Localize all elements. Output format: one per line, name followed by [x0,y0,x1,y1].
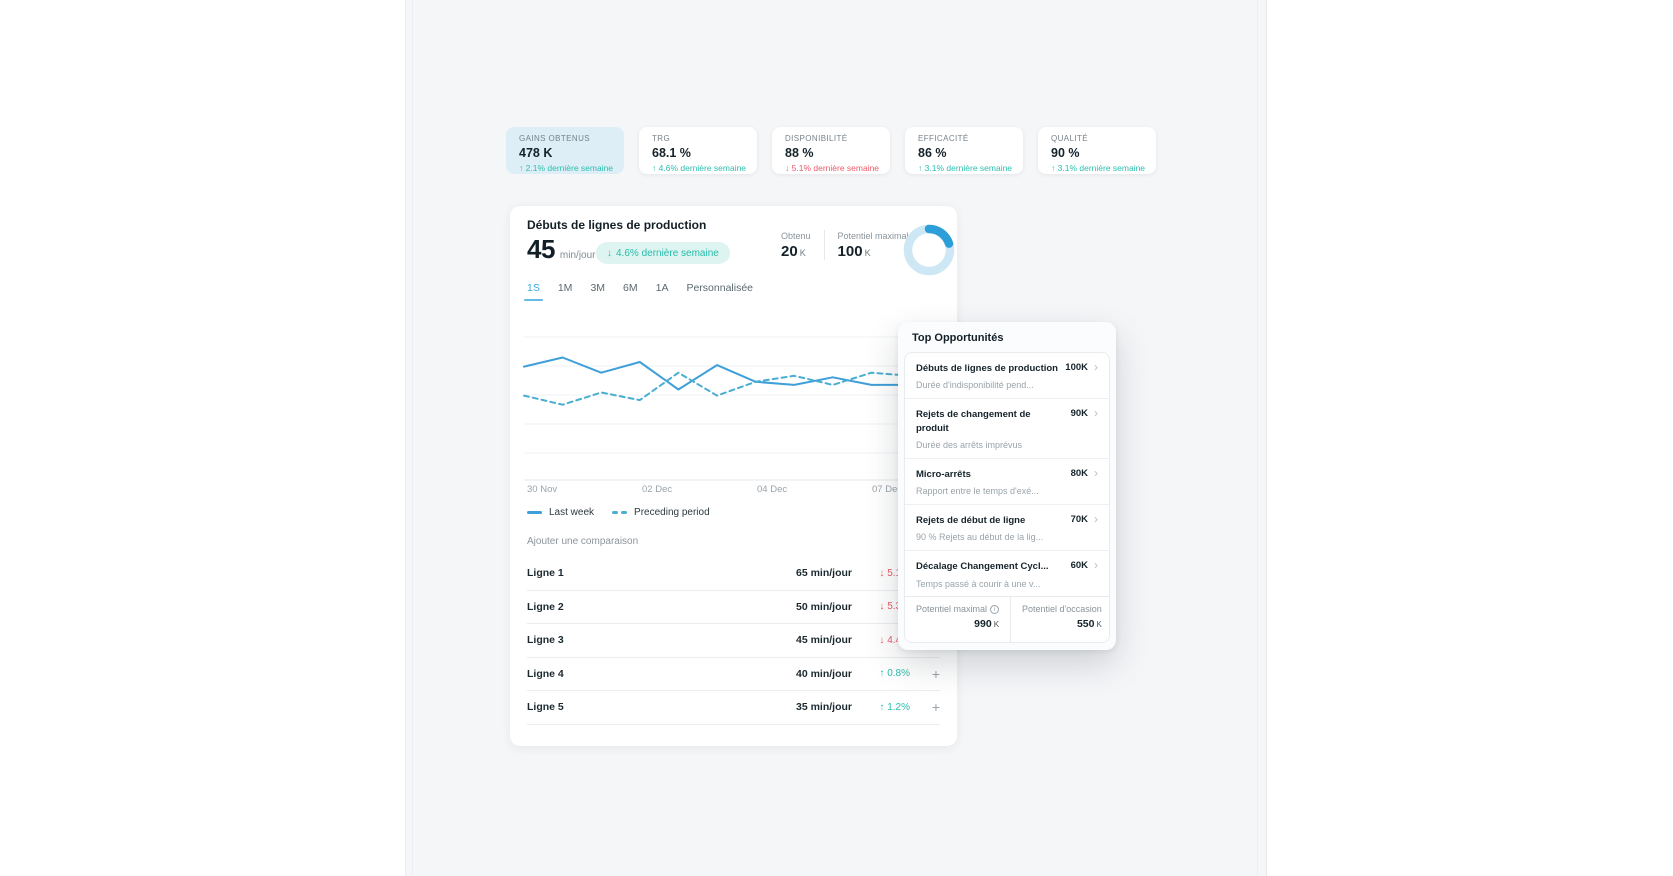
card-title: Débuts de lignes de production [527,218,707,232]
trend-down-icon: ↓ [785,163,790,173]
add-comparison-link[interactable]: Ajouter une comparaison [527,536,639,547]
top-opportunities-popup: Top Opportunités Débuts de lignes de pro… [898,322,1116,650]
chevron-right-icon: › [1094,465,1098,480]
x-axis-tick: 04 Dec [757,484,788,495]
chevron-right-icon: › [1094,406,1098,421]
tab-personnalisee[interactable]: Personnalisée [686,282,754,294]
tab-3m[interactable]: 3M [590,282,606,294]
popup-footer: Potentiel maximal i 990 K Potentiel d'occ… [905,596,1109,642]
kpi-card-row: GAINS OBTENUS 478 K ↑ 2.1% dernière sema… [506,127,1156,174]
kpi-label: GAINS OBTENUS [519,134,590,143]
solid-line-swatch [527,511,542,514]
trend-down-icon: ↓ [879,567,885,579]
kpi-value: 68.1 % [652,146,691,160]
kpi-delta: ↑ 4.6% dernière semaine [652,163,747,173]
kpi-card-trg[interactable]: TRG 68.1 % ↑ 4.6% dernière semaine [639,127,757,174]
opportunity-item-rejets-changement[interactable]: Rejets de changement de produit 90K › Du… [905,399,1109,459]
obtained-stat: Obtenu 20 K [781,230,811,260]
kpi-delta: ↑ 3.1% dernière semaine [1051,163,1146,173]
legend-preceding-period: Preceding period [612,507,710,518]
chevron-right-icon: › [1094,512,1098,527]
panel-left-edge-line [412,0,413,876]
kpi-label: EFFICACITÉ [918,134,969,143]
chart-legend: Last week Preceding period [527,507,710,518]
kpi-value: 478 K [519,146,553,160]
trend-up-icon: ↑ [879,701,885,713]
kpi-delta: ↑ 2.1% dernière semaine [519,163,614,173]
headline-metric: 45 min/jour [527,234,596,265]
trend-down-icon: ↓ [879,601,885,613]
table-row-ligne-4: Ligne 4 40 min/jour ↑ 0.8% + [527,658,940,691]
popup-title: Top Opportunités [912,332,1004,344]
chevron-right-icon: › [1094,558,1098,573]
kpi-value: 90 % [1051,146,1080,160]
potential-stat: Potentiel maximal 100 K [837,230,909,260]
kpi-card-efficacite[interactable]: EFFICACITÉ 86 % ↑ 3.1% dernière semaine [905,127,1023,174]
kpi-label: TRG [652,134,671,143]
trend-up-icon: ↑ [519,163,524,173]
chevron-right-icon: › [1094,360,1098,374]
trend-down-icon: ↓ [879,634,885,646]
potentiel-maximal-total: Potentiel maximal i 990 K [916,604,1000,630]
add-icon[interactable]: + [931,699,940,716]
dashed-line-swatch [612,511,628,514]
headline-unit: min/jour [559,250,596,261]
x-axis-tick: 30 Nov [527,484,558,495]
table-row-ligne-3: Ligne 3 45 min/jour ↓ 4.4% + [527,624,940,658]
period-tabs: 1S 1M 3M 6M 1A Personnalisée [524,282,754,301]
kpi-label: QUALITÉ [1051,134,1089,143]
tab-1a[interactable]: 1A [655,282,669,294]
opportunities-list: Débuts de lignes de production 100K › Du… [904,352,1110,643]
table-row-ligne-1: Ligne 1 65 min/jour ↓ 5.1% + [527,557,940,591]
kpi-delta: ↓ 5.1% dernière semaine [785,163,880,173]
trend-down-icon: ↓ [607,247,612,259]
kpi-card-qualite[interactable]: QUALITÉ 90 % ↑ 3.1% dernière semaine [1038,127,1156,174]
tab-1s[interactable]: 1S [524,282,543,301]
table-row-ligne-5: Ligne 5 35 min/jour ↑ 1.2% + [527,691,940,725]
obtained-potential-stats: Obtenu 20 K Potentiel maximal 100 K [781,230,909,260]
trend-up-icon: ↑ [1051,163,1056,173]
x-axis-tick: 02 Dec [642,484,673,495]
opportunity-item-debuts-lignes[interactable]: Débuts de lignes de production 100K › Du… [905,353,1109,400]
trend-up-icon: ↑ [918,163,923,173]
stat-divider [823,230,825,260]
trend-up-icon: ↑ [879,668,885,680]
kpi-card-disponibilite[interactable]: DISPONIBILITÉ 88 % ↓ 5.1% dernière semai… [772,127,890,174]
info-icon[interactable]: i [990,604,1000,614]
weekly-change-badge: ↓ 4.6% dernière semaine [596,242,730,264]
add-icon[interactable]: + [931,665,940,682]
kpi-value: 88 % [785,146,814,160]
tab-1m[interactable]: 1M [557,282,573,294]
legend-last-week: Last week [527,507,594,518]
opportunity-item-rejets-debut[interactable]: Rejets de début de ligne 70K › 90 % Reje… [905,505,1109,552]
kpi-delta: ↑ 3.1% dernière semaine [918,163,1013,173]
panel-scrollbar-track[interactable] [1257,0,1258,876]
production-lines-table: Ligne 1 65 min/jour ↓ 5.1% + Ligne 2 50 … [527,557,940,725]
kpi-value: 86 % [918,146,947,160]
table-row-ligne-2: Ligne 2 50 min/jour ↓ 5.3% + [527,591,940,624]
kpi-label: DISPONIBILITÉ [785,134,848,143]
kpi-card-gains-obtenus[interactable]: GAINS OBTENUS 478 K ↑ 2.1% dernière sema… [506,127,624,174]
production-starts-card: Débuts de lignes de production 45 min/jo… [510,206,957,746]
opportunity-item-micro-arrets[interactable]: Micro-arrêts 80K › Rapport entre le temp… [905,459,1109,506]
x-axis-tick: 07 Dec [872,484,903,495]
tab-6m[interactable]: 6M [623,282,638,294]
production-line-chart [523,336,943,481]
headline-value: 45 [527,234,555,264]
opportunity-item-decalage-cycle[interactable]: Décalage Changement Cycl... 60K › Temps … [905,551,1109,598]
potentiel-occasion-total: Potentiel d'occasion 550 K [1010,597,1109,642]
trend-up-icon: ↑ [652,163,657,173]
progress-donut-chart [903,224,955,276]
